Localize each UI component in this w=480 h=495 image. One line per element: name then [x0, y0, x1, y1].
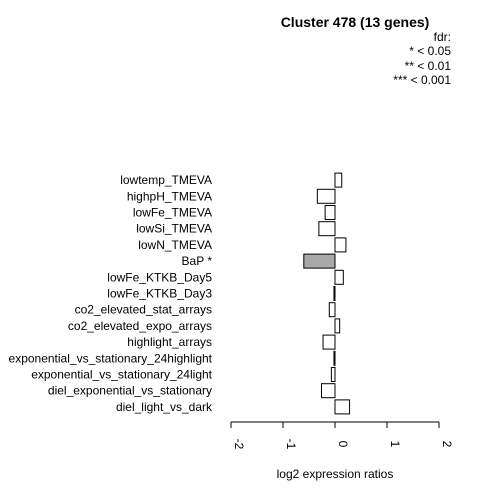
- bar-co2-elevated-stat-arrays: [328, 302, 336, 318]
- x-axis: -2 -1 0 1 2: [230, 421, 454, 450]
- category-label-exponential-vs-stationary-24light: exponential_vs_stationary_24light: [31, 368, 212, 382]
- x-tick-label: 1: [388, 441, 402, 448]
- bar-lowfe-ktkb-day5: [334, 269, 344, 285]
- x-tick-label: 2: [440, 441, 454, 448]
- legend-title: fdr:: [434, 30, 451, 44]
- category-label-co2-elevated-expo-arrays: co2_elevated_expo_arrays: [68, 319, 212, 333]
- legend-entry-2: ** < 0.01: [405, 59, 452, 73]
- x-axis-label: log2 expression ratios: [277, 467, 394, 481]
- category-label-lowfe-tmeva: lowFe_TMEVA: [133, 206, 212, 220]
- category-label-exponential-vs-stationary-24highlight: exponential_vs_stationary_24highlight: [9, 351, 213, 365]
- category-label-lowfe-ktkb-day3: lowFe_KTKB_Day3: [107, 287, 212, 301]
- bar-co2-elevated-expo-arrays: [334, 318, 341, 334]
- legend-entry-3: *** < 0.001: [393, 73, 451, 87]
- bar-highlight-arrays: [322, 334, 336, 350]
- bar-bap: [303, 253, 336, 269]
- category-label-lowsi-tmeva: lowSi_TMEVA: [136, 222, 212, 236]
- x-tick-label: -1: [284, 439, 298, 450]
- bar-lowfe-ktkb-day3: [333, 286, 336, 301]
- category-label-highlight-arrays: highlight_arrays: [127, 335, 212, 349]
- bar-exponential-vs-stationary-24highlight: [333, 350, 336, 366]
- legend-entry-1: * < 0.05: [409, 44, 451, 58]
- category-labels: lowtemp_TMEVA highpH_TMEVA lowFe_TMEVA lowS…: [9, 173, 213, 414]
- category-label-diel-exponential-vs-stationary: diel_exponential_vs_stationary: [48, 384, 212, 398]
- category-label-lowtemp-tmeva: lowtemp_TMEVA: [120, 173, 212, 187]
- category-label-lown-tmeva: lowN_TMEVA: [138, 238, 212, 252]
- bar-lowtemp-tmeva: [334, 172, 343, 188]
- bar-highph-tmeva: [316, 188, 336, 204]
- x-tick-label: 0: [336, 441, 350, 448]
- category-label-co2-elevated-stat-arrays: co2_elevated_stat_arrays: [75, 303, 212, 317]
- bar-exponential-vs-stationary-24light: [330, 367, 336, 382]
- bar-lowfe-tmeva: [324, 205, 336, 220]
- legend: fdr: * < 0.05 ** < 0.01 *** < 0.001: [393, 30, 451, 87]
- chart-title: Cluster 478 (13 genes): [281, 14, 430, 30]
- category-label-highph-tmeva: highpH_TMEVA: [127, 189, 212, 203]
- bar-lown-tmeva: [334, 237, 347, 253]
- x-tick-label: -2: [232, 439, 246, 450]
- bar-lowsi-tmeva: [318, 221, 336, 237]
- category-label-bap: BaP *: [182, 254, 213, 268]
- bars: [303, 172, 351, 415]
- bar-diel-light-vs-dark: [334, 399, 351, 415]
- bar-diel-exponential-vs-stationary: [320, 383, 336, 399]
- category-label-diel-light-vs-dark: diel_light_vs_dark: [116, 400, 213, 414]
- category-label-lowfe-ktkb-day5: lowFe_KTKB_Day5: [107, 270, 212, 284]
